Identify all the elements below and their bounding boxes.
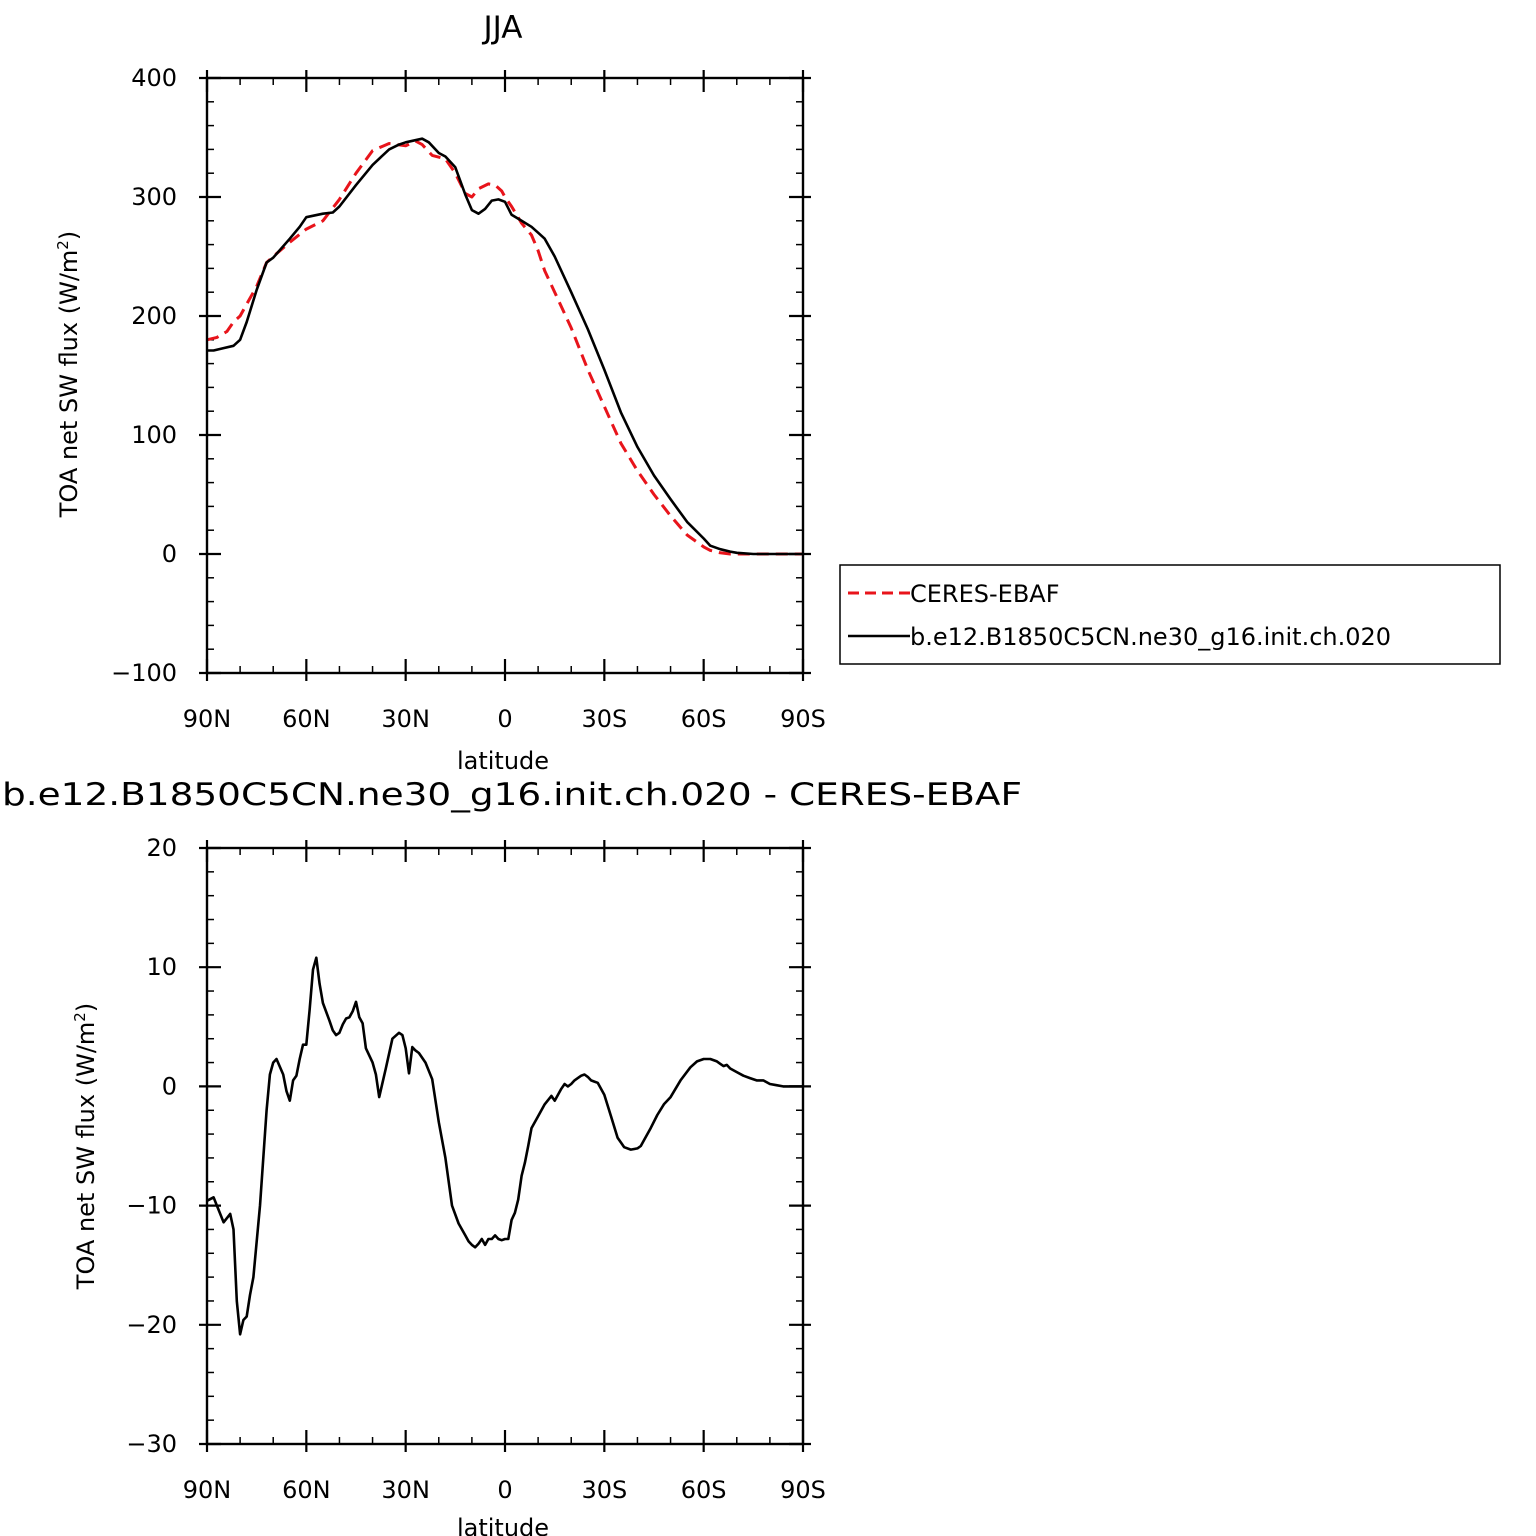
top-y-tick-label: 200 [131, 302, 177, 330]
legend: CERES-EBAF b.e12.B1850C5CN.ne30_g16.init… [839, 564, 1501, 665]
bottom-x-tick-label: 30S [581, 1476, 627, 1504]
bottom-x-tick-label: 90N [183, 1476, 232, 1504]
top-chart: JJA TOA net SW flux (W/m2) latitude 90N 6… [54, 10, 826, 775]
top-y-tick-label: 100 [131, 421, 177, 449]
top-x-axis-title: latitude [457, 747, 549, 775]
top-x-tick-label: 90N [183, 705, 232, 733]
bottom-chart-title: b.e12.B1850C5CN.ne30_g16.init.ch.020 - C… [2, 777, 1022, 813]
bottom-chart: b.e12.B1850C5CN.ne30_g16.init.ch.020 - C… [2, 777, 1022, 1536]
legend-label-model: b.e12.B1850C5CN.ne30_g16.init.ch.020 [910, 623, 1391, 651]
bottom-y-tick-label: −20 [126, 1311, 177, 1339]
top-x-tick-label: 0 [497, 705, 512, 733]
bottom-y-tick-label: 10 [146, 953, 177, 981]
bottom-x-axis-title: latitude [457, 1514, 549, 1536]
bottom-y-tick-label: −10 [126, 1192, 177, 1220]
top-x-tick-label: 60N [282, 705, 331, 733]
bottom-series-line-difference [206, 956, 803, 1336]
bottom-x-tick-label: 60N [282, 1476, 331, 1504]
bottom-y-tick-label: 0 [162, 1072, 177, 1100]
top-chart-title: JJA [482, 10, 523, 46]
bottom-ticks: 90N 60N 30N 0 30S 60S 90S −30 −20 −10 0 10 20 [126, 834, 826, 1504]
top-x-tick-label: 30N [381, 705, 430, 733]
bottom-y-axis-title: TOA net SW flux (W/m2) [71, 1003, 100, 1290]
top-y-tick-label: 300 [131, 183, 177, 211]
top-y-tick-label: −100 [111, 659, 177, 687]
bottom-y-tick-label: 20 [146, 834, 177, 862]
top-y-tick-label: 0 [162, 540, 177, 568]
bottom-x-tick-label: 0 [497, 1476, 512, 1504]
bottom-x-tick-label: 90S [780, 1476, 826, 1504]
bottom-x-tick-label: 30N [381, 1476, 430, 1504]
bottom-x-tick-label: 60S [681, 1476, 727, 1504]
top-series [206, 137, 803, 556]
top-y-tick-label: 400 [131, 64, 177, 92]
bottom-series [206, 956, 803, 1336]
top-series-line-b-e12-b1850c5cn-ne30-g16-init-ch-020 [207, 137, 803, 556]
legend-box [839, 564, 1501, 665]
legend-label-ceres: CERES-EBAF [910, 580, 1060, 608]
bottom-y-tick-label: −30 [126, 1430, 177, 1458]
top-x-tick-label: 60S [681, 705, 727, 733]
bottom-plot-frame [205, 846, 805, 1446]
top-ticks: 90N 60N 30N 0 30S 60S 90S −100 0 100 200 300 400 [111, 64, 826, 733]
top-y-axis-title: TOA net SW flux (W/m2) [54, 231, 83, 518]
top-x-tick-label: 30S [581, 705, 627, 733]
top-plot-frame [205, 76, 805, 675]
top-x-tick-label: 90S [780, 705, 826, 733]
